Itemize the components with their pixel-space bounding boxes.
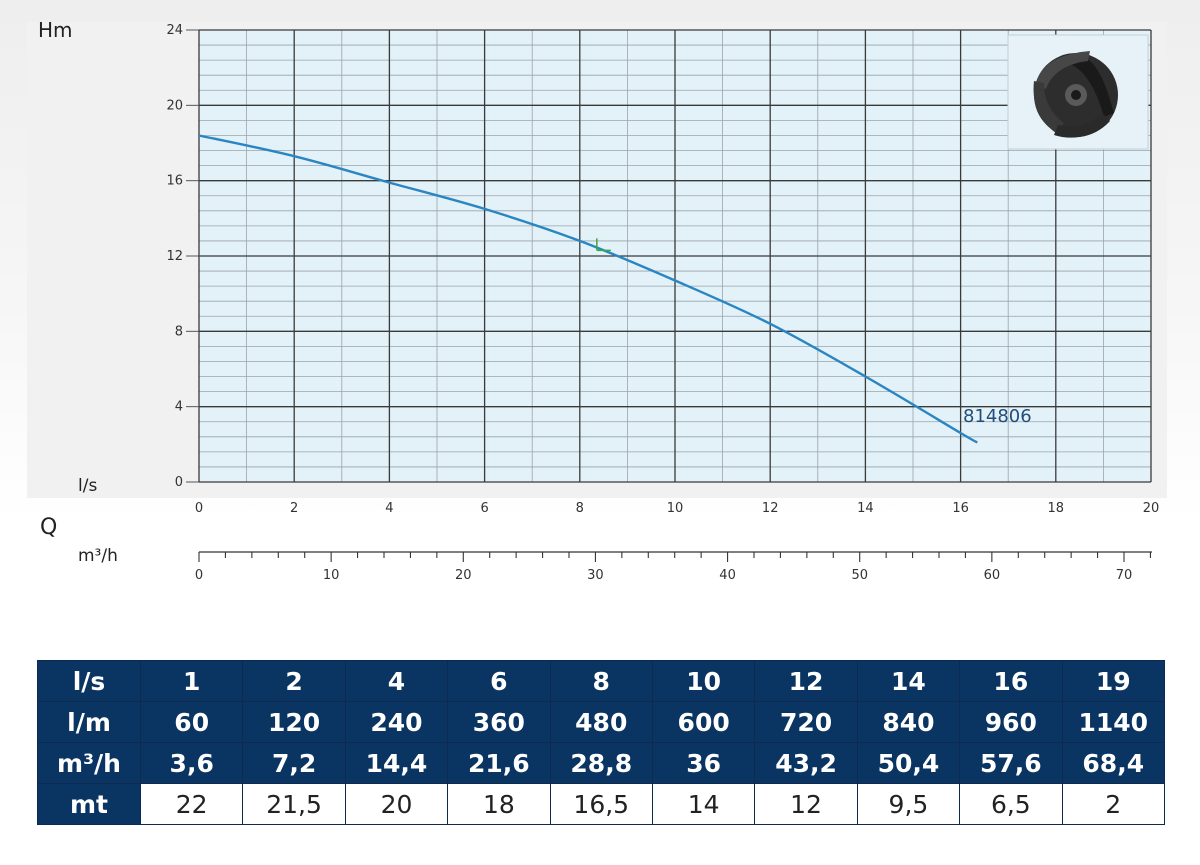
series-label: 814806 xyxy=(963,406,1032,427)
operating-point-marker xyxy=(596,238,611,252)
table-cell: 1140 xyxy=(1061,701,1166,743)
x-tick-label: 2 xyxy=(290,501,298,516)
table-cell: 12 xyxy=(754,783,858,825)
table-cell: 16 xyxy=(959,660,1063,702)
grid xyxy=(198,29,1152,483)
x-tick-label: 8 xyxy=(576,501,584,516)
y-tick-label: 16 xyxy=(166,174,183,189)
curve-layer xyxy=(198,134,978,444)
x-tick-label: 0 xyxy=(195,501,203,516)
y-axis-label: Hm xyxy=(38,18,73,42)
table-cell: 240 xyxy=(344,701,449,743)
table-cell: 18 xyxy=(447,783,551,825)
row-header: mt xyxy=(37,783,141,825)
table-row: m³/h 3,6 7,2 14,4 21,6 28,8 36 43,2 50,4 57,6 68,4 xyxy=(37,742,1166,784)
x-tick-label: 12 xyxy=(762,501,779,516)
impeller-inset xyxy=(1007,34,1149,150)
table-cell: 21,6 xyxy=(447,742,551,784)
q-label: Q xyxy=(40,515,57,540)
table-cell: 6,5 xyxy=(959,783,1063,825)
table-cell: 20 xyxy=(344,783,449,825)
series-line-814806 xyxy=(198,134,978,444)
table-row: l/m 60 120 240 360 480 600 720 840 960 1140 xyxy=(37,701,1166,743)
table-cell: 6 xyxy=(447,660,551,702)
table-cell: 57,6 xyxy=(959,742,1063,784)
table-cell: 16,5 xyxy=(549,783,653,825)
x-ticks: 0 2 4 6 8 10 12 14 16 18 20 xyxy=(195,501,1159,516)
x-tick-label: 6 xyxy=(480,501,488,516)
table-cell: 60 xyxy=(139,701,244,743)
y-tick-label: 20 xyxy=(166,98,183,113)
table-cell: 480 xyxy=(549,701,653,743)
x-tick-label: 16 xyxy=(952,501,969,516)
table-cell: 360 xyxy=(447,701,551,743)
table-cell: 840 xyxy=(856,701,961,743)
table-row: mt 22 21,5 20 18 16,5 14 12 9,5 6,5 2 xyxy=(37,783,1166,825)
row-header: m³/h xyxy=(37,742,141,784)
table-cell: 21,5 xyxy=(242,783,346,825)
table-cell: 1 xyxy=(139,660,244,702)
table-row: l/s 1 2 4 6 8 10 12 14 16 19 xyxy=(37,660,1166,702)
x-tick-label: 10 xyxy=(667,501,684,516)
table-cell: 9,5 xyxy=(856,783,961,825)
row-header: l/m xyxy=(37,701,141,743)
x2-tick-label: 50 xyxy=(851,568,868,583)
table-cell: 14,4 xyxy=(344,742,449,784)
x-tick-label: 20 xyxy=(1143,501,1160,516)
x-tick-label: 4 xyxy=(385,501,393,516)
table-cell: 50,4 xyxy=(856,742,961,784)
y-tick-label: 12 xyxy=(166,249,183,264)
table-cell: 4 xyxy=(344,660,449,702)
table-cell: 720 xyxy=(754,701,858,743)
table-cell: 120 xyxy=(242,701,346,743)
x2-tick-label: 0 xyxy=(195,568,203,583)
table-cell: 36 xyxy=(651,742,756,784)
table-cell: 68,4 xyxy=(1061,742,1166,784)
table-cell: 600 xyxy=(651,701,756,743)
table-cell: 2 xyxy=(242,660,346,702)
impeller-icon xyxy=(1033,51,1118,138)
x2-tick-label: 60 xyxy=(984,568,1001,583)
x2-tick-label: 20 xyxy=(455,568,472,583)
y-tick-label: 24 xyxy=(166,23,183,38)
x2-tick-label: 30 xyxy=(587,568,604,583)
table-cell: 7,2 xyxy=(242,742,346,784)
x2-tick-label: 10 xyxy=(323,568,340,583)
table-cell: 43,2 xyxy=(754,742,858,784)
x2-tick-label: 40 xyxy=(719,568,736,583)
secondary-x-axis: 0 10 20 30 40 50 60 70 xyxy=(195,551,1152,583)
x-tick-label: 14 xyxy=(857,501,874,516)
table-cell: 19 xyxy=(1061,660,1166,702)
table-cell: 10 xyxy=(651,660,756,702)
performance-table-body: l/s 1 2 4 6 8 10 12 14 16 19 l/m 60 120 240 360 480 600 72… xyxy=(37,660,1166,825)
table-cell: 2 xyxy=(1061,783,1166,825)
y-ticks: 24 20 16 12 8 4 0 xyxy=(166,23,199,490)
performance-table: l/s 1 2 4 6 8 10 12 14 16 19 l/m 60 120 240 360 480 600 72… xyxy=(37,660,1166,825)
table-cell: 960 xyxy=(959,701,1063,743)
table-cell: 3,6 xyxy=(139,742,244,784)
y-tick-label: 8 xyxy=(175,324,183,339)
x-axis-label-m3h: m³/h xyxy=(78,546,118,566)
row-header: l/s xyxy=(37,660,141,702)
table-cell: 8 xyxy=(549,660,653,702)
table-cell: 12 xyxy=(754,660,858,702)
table-cell: 28,8 xyxy=(549,742,653,784)
table-cell: 14 xyxy=(856,660,961,702)
y-tick-label: 4 xyxy=(175,400,183,415)
x-axis-label-ls: l/s xyxy=(78,476,97,496)
x-tick-label: 18 xyxy=(1048,501,1065,516)
x2-tick-label: 70 xyxy=(1116,568,1133,583)
table-cell: 22 xyxy=(139,783,244,825)
y-tick-label: 0 xyxy=(175,475,183,490)
table-cell: 14 xyxy=(651,783,756,825)
